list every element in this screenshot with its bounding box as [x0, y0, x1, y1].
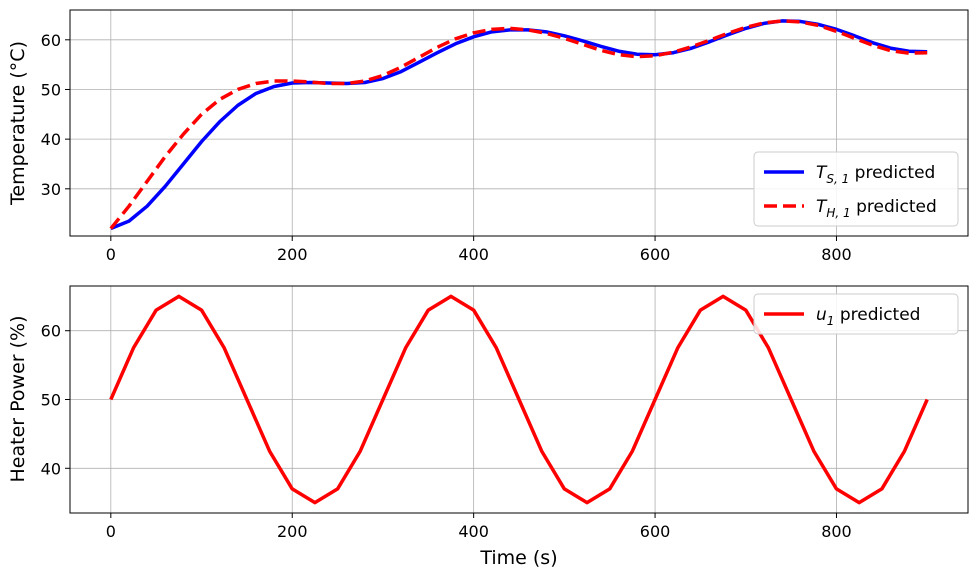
heater-power-panel: 0 200 400 600 800 40 50 60 Heater Power (%) Tim…	[7, 285, 969, 569]
legend-symbol: T	[816, 197, 828, 217]
legend-symbol: T	[816, 163, 828, 183]
temperature-series	[109, 19, 928, 231]
x-tick-label: 400	[458, 245, 489, 264]
series-line	[109, 19, 928, 230]
x-tick-label: 200	[277, 522, 308, 541]
x-tick-label: 800	[821, 245, 852, 264]
y-tick-label: 40	[41, 459, 61, 478]
time-x-axis-label: Time (s)	[479, 547, 557, 569]
legend-subscript: 1	[827, 314, 835, 328]
heater-power-ticks: 0 200 400 600 800 40 50 60	[41, 322, 852, 541]
y-tick-label: 60	[41, 322, 61, 341]
legend-box	[753, 293, 959, 335]
legend-label: TS, 1 predicted	[816, 163, 935, 186]
x-tick-label: 200	[277, 245, 308, 264]
legend-suffix: predicted	[849, 163, 935, 183]
legend-suffix: predicted	[834, 305, 920, 325]
legend-box	[753, 151, 959, 227]
temperature-axes-frame	[69, 9, 969, 237]
x-tick-label: 800	[821, 522, 852, 541]
legend-subscript: H, 1	[826, 206, 850, 220]
y-tick-label: 60	[41, 31, 61, 50]
heater-power-y-axis-label: Heater Power (%)	[7, 316, 29, 483]
heater-power-series	[109, 294, 929, 505]
legend-label: u1 predicted	[816, 305, 920, 328]
y-tick-label: 40	[41, 130, 61, 149]
x-tick-label: 600	[640, 522, 671, 541]
temperature-y-axis-label: Temperature (°C)	[7, 41, 29, 206]
heater-power-legend[interactable]: u1 predicted	[753, 293, 959, 335]
temperature-panel: 0 200 400 600 800 30 40 50 60 Temperature (°C) T…	[7, 9, 969, 264]
y-tick-label: 50	[41, 391, 61, 410]
x-tick-label: 600	[640, 245, 671, 264]
x-tick-label: 400	[458, 522, 489, 541]
legend-subscript: S, 1	[826, 172, 849, 186]
y-tick-label: 30	[41, 180, 61, 199]
legend-suffix: predicted	[851, 197, 937, 217]
legend-symbol: u	[816, 305, 827, 325]
y-tick-label: 50	[41, 80, 61, 99]
x-tick-label: 0	[106, 522, 116, 541]
temperature-ticks: 0 200 400 600 800 30 40 50 60	[41, 31, 852, 264]
legend-label: TH, 1 predicted	[816, 197, 937, 220]
x-tick-label: 0	[106, 245, 116, 264]
series-line	[109, 294, 929, 505]
